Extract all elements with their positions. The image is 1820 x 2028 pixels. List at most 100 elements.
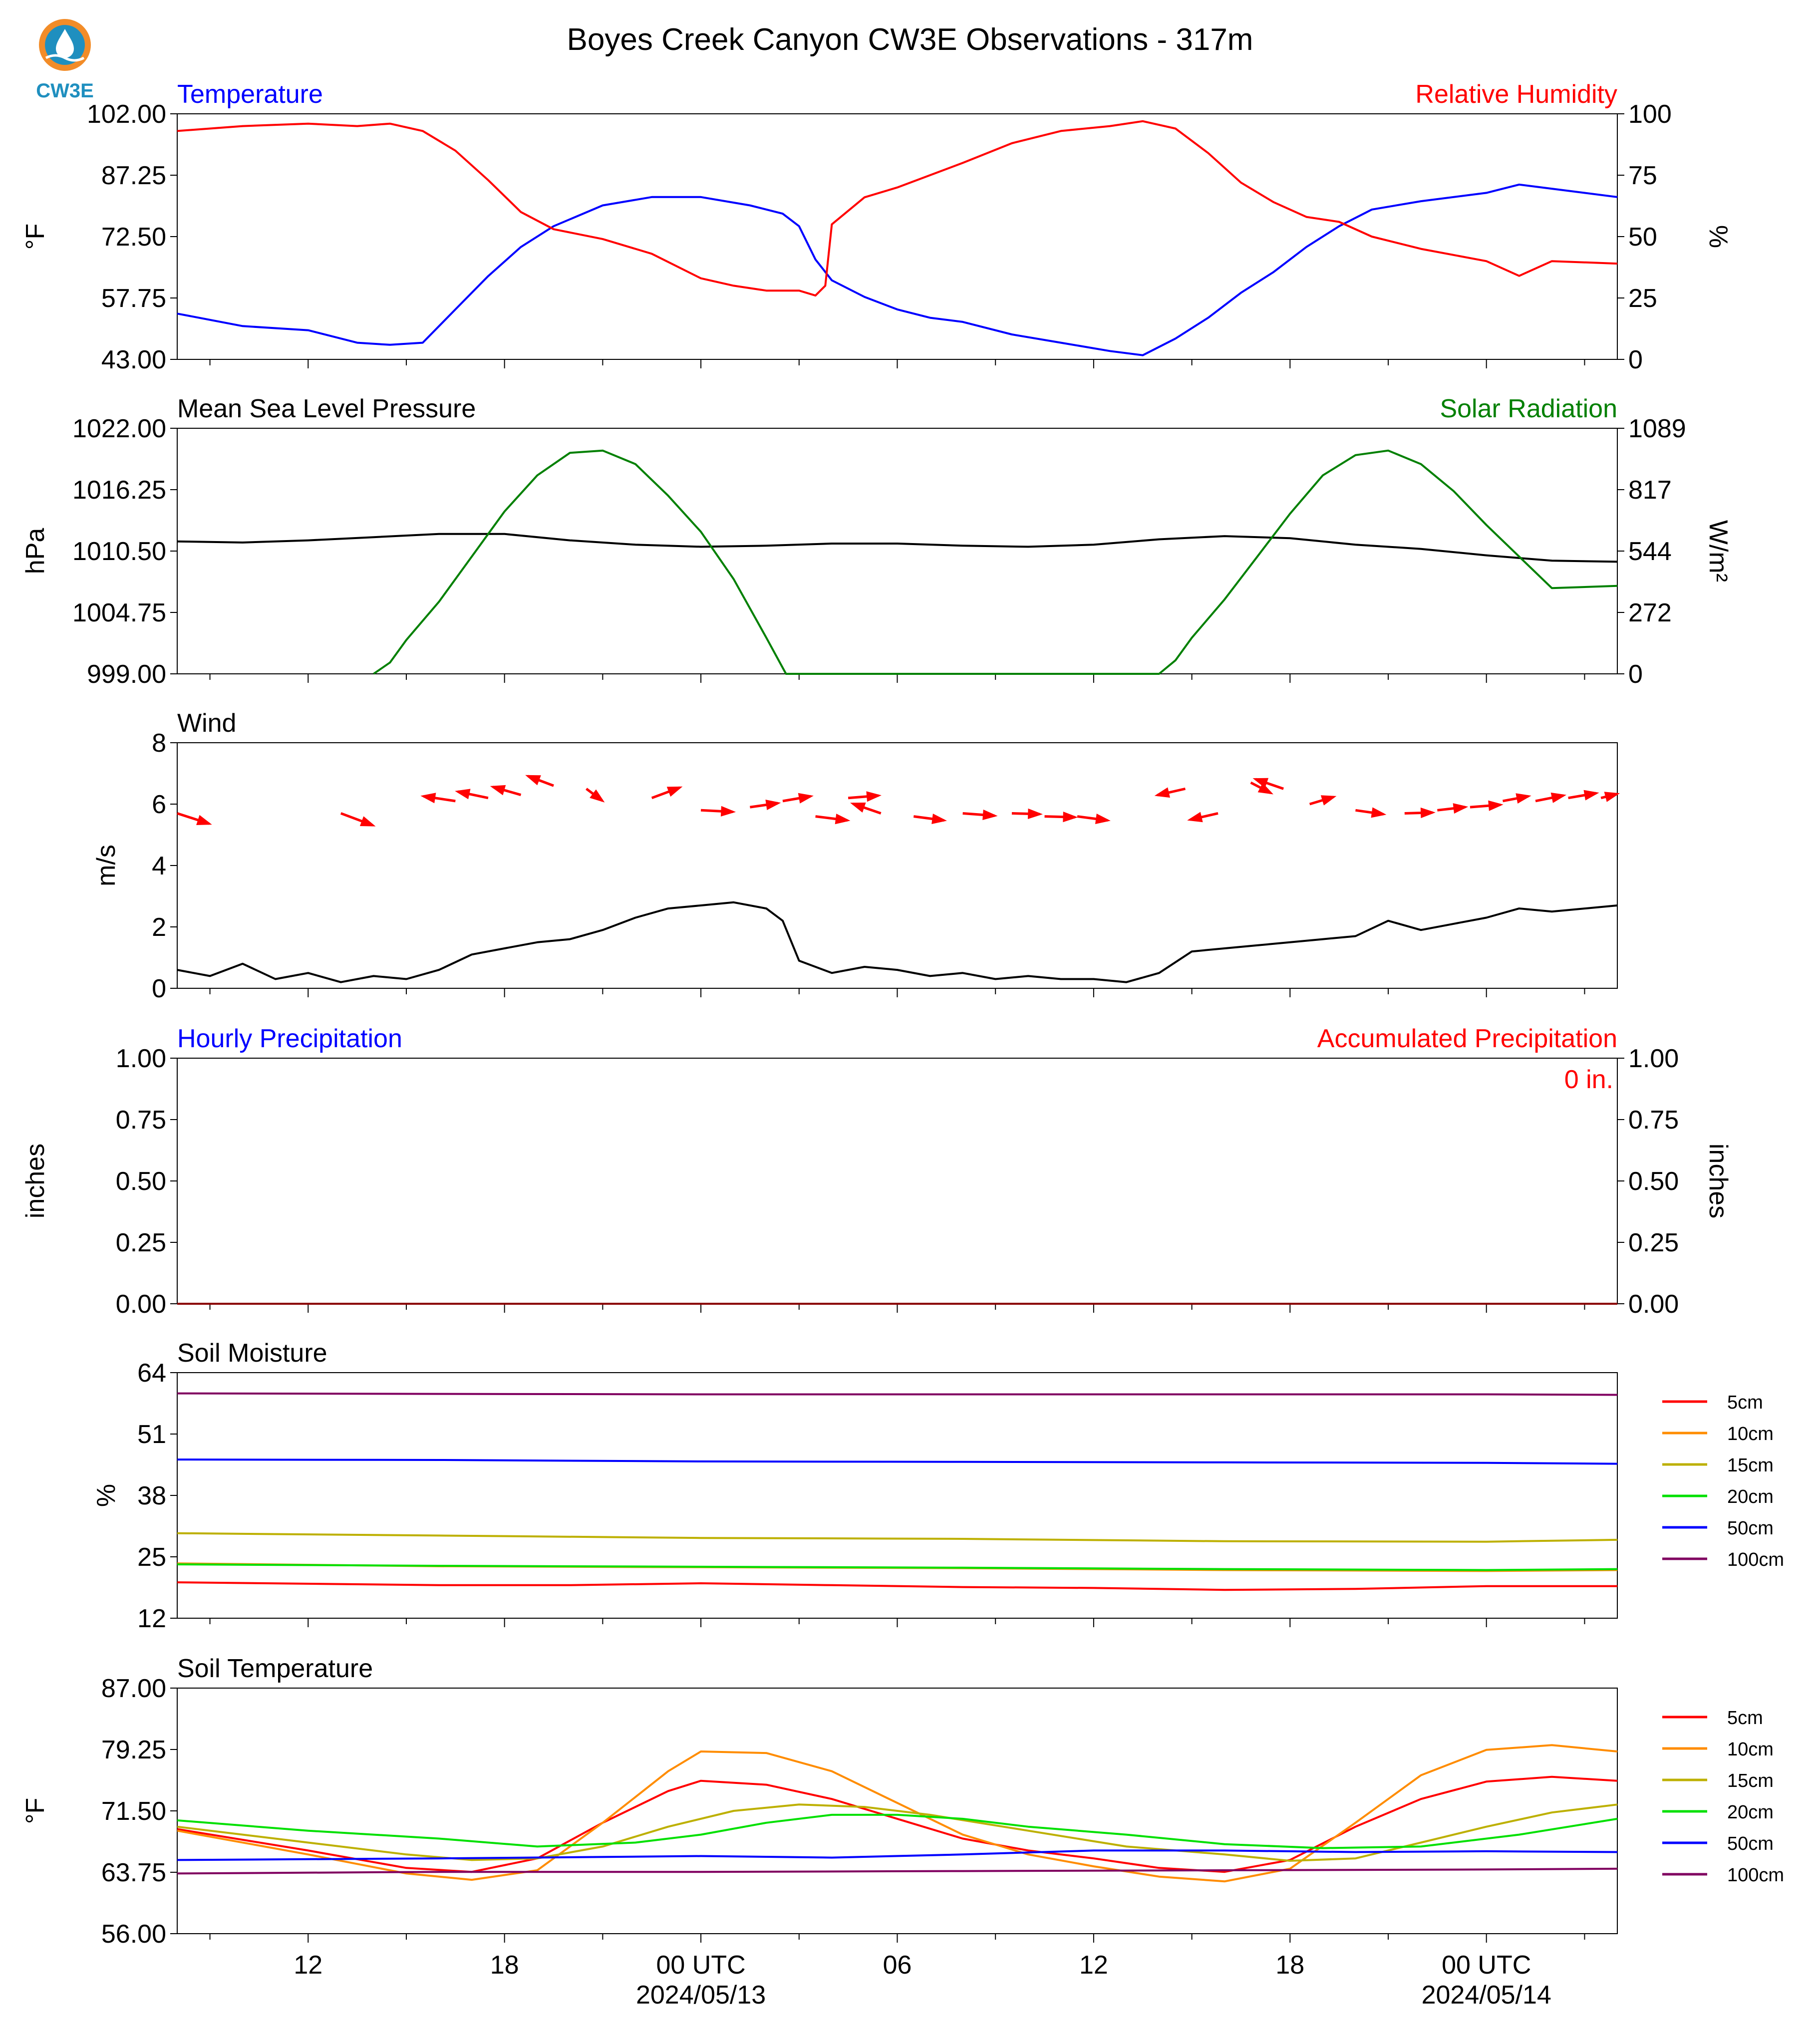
wind-arrow-head: [1488, 800, 1504, 811]
y-tick-label-right: 25: [1628, 284, 1657, 313]
y-tick-label-right: 1.00: [1628, 1044, 1679, 1073]
y-tick-label-right: 817: [1628, 476, 1672, 505]
x-date-label: 2024/05/13: [636, 1981, 766, 2010]
series-line-20cm: [177, 1563, 1618, 1571]
panel-title-left: Temperature: [177, 80, 323, 109]
x-tick-label: 12: [294, 1951, 322, 1980]
y-tick-label: 2: [152, 913, 166, 942]
y-tick-label: 6: [152, 790, 166, 819]
series-line-5cm: [177, 1581, 1617, 1591]
y-tick-label: 57.75: [101, 284, 166, 313]
wind-arrow-head: [525, 775, 541, 786]
panel-title-left: Hourly Precipitation: [177, 1024, 402, 1053]
y-tick-label: 64: [137, 1359, 166, 1388]
wind-arrow-head: [1604, 792, 1620, 802]
legend-label: 5cm: [1727, 1392, 1763, 1413]
panel-title-right: Relative Humidity: [1415, 80, 1617, 109]
chart-panels: Temperature Relative Humidity 102.00 87.25 7…: [21, 80, 1784, 2010]
wind-arrow-head: [1028, 808, 1043, 819]
x-tick-label: 18: [1275, 1951, 1304, 1980]
series-line-50cm: [177, 1849, 1618, 1861]
legend-label: 15cm: [1727, 1455, 1774, 1476]
y-tick-label-right: 0.25: [1628, 1228, 1679, 1257]
wind-arrow-head: [931, 814, 947, 824]
y-tick-label: 87.25: [101, 161, 166, 190]
legend-label: 100cm: [1727, 1865, 1784, 1886]
y-tick-label: 0.75: [116, 1106, 166, 1135]
legend-label: 5cm: [1727, 1708, 1763, 1729]
wind-arrow-head: [490, 785, 506, 796]
y-axis-label-right: W/m²: [1704, 520, 1733, 582]
wind-arrow-head: [1095, 814, 1111, 824]
y-tick-label: 1010.50: [72, 537, 166, 566]
panel-title-left: Mean Sea Level Pressure: [177, 394, 476, 423]
series-line-100cm: [177, 1392, 1618, 1396]
y-tick-label: 38: [137, 1481, 166, 1510]
series-line-temperature: [177, 183, 1618, 356]
legend-label: 10cm: [1727, 1424, 1774, 1445]
y-tick-label: 1022.00: [72, 414, 166, 443]
y-tick-label: 87.00: [101, 1674, 166, 1703]
y-tick-label-right: 0.00: [1628, 1290, 1679, 1319]
y-axis-label: %: [92, 1484, 121, 1507]
y-tick-label-right: 75: [1628, 161, 1657, 190]
panel-pressure_solar: Mean Sea Level Pressure Solar Radiation 10…: [21, 394, 1733, 689]
wind-arrow-head: [1252, 778, 1269, 788]
wind-arrow-head: [1371, 807, 1387, 818]
series-line-15cm: [177, 1532, 1618, 1543]
y-tick-label: 4: [152, 852, 166, 880]
y-tick-label: 999.00: [87, 660, 166, 689]
x-date-label: 2024/05/14: [1422, 1981, 1551, 2010]
series-line-solar-radiation: [373, 449, 1618, 675]
panel-annotation: 0 in.: [1564, 1065, 1613, 1094]
panel-frame: [177, 428, 1618, 674]
series-line-50cm: [177, 1458, 1618, 1465]
y-tick-label: 63.75: [101, 1858, 166, 1887]
y-axis-label: hPa: [21, 528, 50, 575]
series-line-relative-humidity: [177, 120, 1618, 297]
panel-soil_moisture: Soil Moisture6451382512%5cm10cm15cm20cm5…: [92, 1339, 1784, 1633]
panel-soil_temperature: Soil Temperature 87.00 79.25 71.50 63.75 56.0…: [21, 1654, 1784, 1949]
panel-frame: [177, 113, 1618, 360]
x-tick-label: 12: [1079, 1951, 1108, 1980]
y-tick-label: 1.00: [116, 1044, 166, 1073]
wind-arrow-head: [196, 815, 212, 825]
wind-arrow-head: [798, 793, 814, 804]
y-axis-label: °F: [21, 1798, 50, 1824]
y-tick-label: 71.50: [101, 1797, 166, 1826]
panel-frame: [177, 742, 1618, 989]
y-tick-label: 79.25: [101, 1736, 166, 1764]
wind-arrow-head: [1453, 803, 1469, 814]
panel-temperature_humidity: Temperature Relative Humidity 102.00 87.25 7…: [21, 80, 1733, 374]
legend-label: 50cm: [1727, 1833, 1774, 1854]
y-tick-label-right: 0: [1628, 660, 1643, 689]
series-line-100cm: [177, 1867, 1618, 1875]
y-tick-label: 8: [152, 729, 166, 758]
series-line-10cm: [177, 1744, 1618, 1883]
wind-arrow-head: [1320, 795, 1337, 806]
y-axis-label: m/s: [92, 845, 121, 886]
y-tick-label-right: 100: [1628, 100, 1672, 129]
y-axis-label-right: inches: [1704, 1144, 1733, 1218]
logo-drop-icon: [56, 29, 74, 58]
wind-arrow-head: [1063, 812, 1078, 823]
wind-arrow-head: [359, 816, 376, 827]
chart-title: Boyes Creek Canyon CW3E Observations - 3…: [567, 22, 1253, 57]
y-tick-label-right: 0.50: [1628, 1167, 1679, 1196]
y-tick-label: 1016.25: [72, 476, 166, 505]
logo-text: CW3E: [36, 80, 94, 102]
y-axis-label: °F: [21, 224, 50, 250]
wind-arrow-head: [982, 809, 998, 820]
cw3e-logo: CW3E: [36, 19, 94, 102]
wind-arrow-head: [1550, 792, 1566, 803]
legend: 5cm 10cm 15cm 20cm 50cm 100cm: [1662, 1708, 1784, 1886]
wind-arrow-head: [590, 789, 605, 803]
y-tick-label: 25: [137, 1543, 166, 1572]
y-tick-label: 1004.75: [72, 598, 166, 627]
y-tick-label: 72.50: [101, 223, 166, 252]
x-tick-label: 06: [883, 1951, 912, 1980]
panel-wind: Wind 8 6 4 2 0 m/s: [92, 709, 1620, 1003]
panel-title-left: Soil Temperature: [177, 1654, 373, 1683]
panel-title-right: Solar Radiation: [1440, 394, 1617, 423]
